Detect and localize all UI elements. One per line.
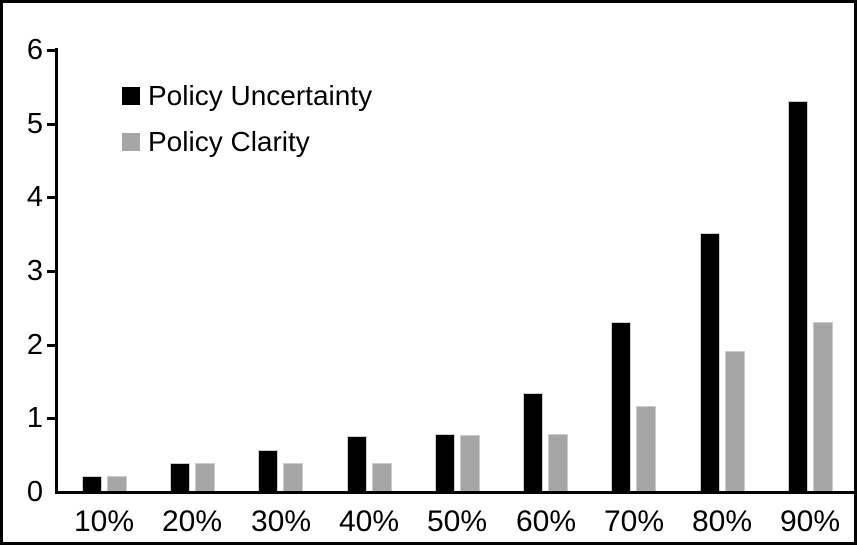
x-category-label: 20%: [161, 505, 223, 538]
legend-item-policy-clarity: Policy Clarity: [122, 128, 372, 156]
bar-policy-uncertainty: [788, 101, 808, 491]
bar-policy-clarity: [283, 463, 303, 491]
y-tick: [47, 417, 55, 420]
x-category-label: 10%: [73, 505, 135, 538]
x-axis-line: [55, 491, 854, 494]
y-tick-label: 2: [26, 329, 43, 361]
bar-policy-uncertainty: [435, 434, 455, 491]
x-category-label: 80%: [691, 505, 753, 538]
x-category-label: 70%: [603, 505, 665, 538]
bar-policy-uncertainty: [347, 436, 367, 491]
bar-policy-clarity: [548, 434, 568, 491]
bar-policy-uncertainty: [82, 476, 102, 491]
x-category-label: 40%: [338, 505, 400, 538]
x-category-label: 60%: [515, 505, 577, 538]
y-tick: [47, 123, 55, 126]
bar-policy-uncertainty: [258, 450, 278, 491]
y-tick-label: 6: [26, 34, 43, 66]
x-category-label: 50%: [426, 505, 488, 538]
legend: Policy Uncertainty Policy Clarity: [122, 82, 372, 178]
bar-policy-clarity: [460, 435, 480, 491]
bar-policy-uncertainty: [611, 322, 631, 491]
y-tick-label: 5: [26, 108, 43, 140]
bar-policy-uncertainty: [700, 233, 720, 491]
policy-clarity-swatch-icon: [122, 133, 140, 151]
bar-policy-clarity: [372, 463, 392, 491]
x-category-label: 90%: [779, 505, 841, 538]
y-tick-label: 1: [26, 402, 43, 434]
bar-policy-clarity: [813, 322, 833, 491]
y-tick-label: 0: [26, 476, 43, 508]
legend-label: Policy Clarity: [148, 126, 310, 157]
plot-area: 0 1 2 3 4 5 6 10% 20% 30% 40% 50% 60% 70% 80% 90% Poli…: [3, 3, 854, 542]
bar-policy-clarity: [107, 476, 127, 491]
legend-label: Policy Uncertainty: [148, 80, 373, 111]
legend-item-policy-uncertainty: Policy Uncertainty: [122, 82, 372, 110]
bar-policy-clarity: [636, 406, 656, 491]
bar-policy-uncertainty: [170, 463, 190, 491]
bar-policy-clarity: [195, 463, 215, 491]
y-axis-line: [55, 48, 58, 494]
y-tick: [47, 196, 55, 199]
bar-policy-uncertainty: [523, 393, 543, 491]
x-category-label: 30%: [250, 505, 312, 538]
policy-uncertainty-swatch-icon: [122, 87, 140, 105]
y-tick-label: 3: [26, 255, 43, 287]
y-tick-label: 4: [26, 181, 43, 213]
y-tick: [47, 49, 55, 52]
y-tick: [47, 344, 55, 347]
y-tick: [47, 270, 55, 273]
bar-policy-clarity: [725, 351, 745, 491]
